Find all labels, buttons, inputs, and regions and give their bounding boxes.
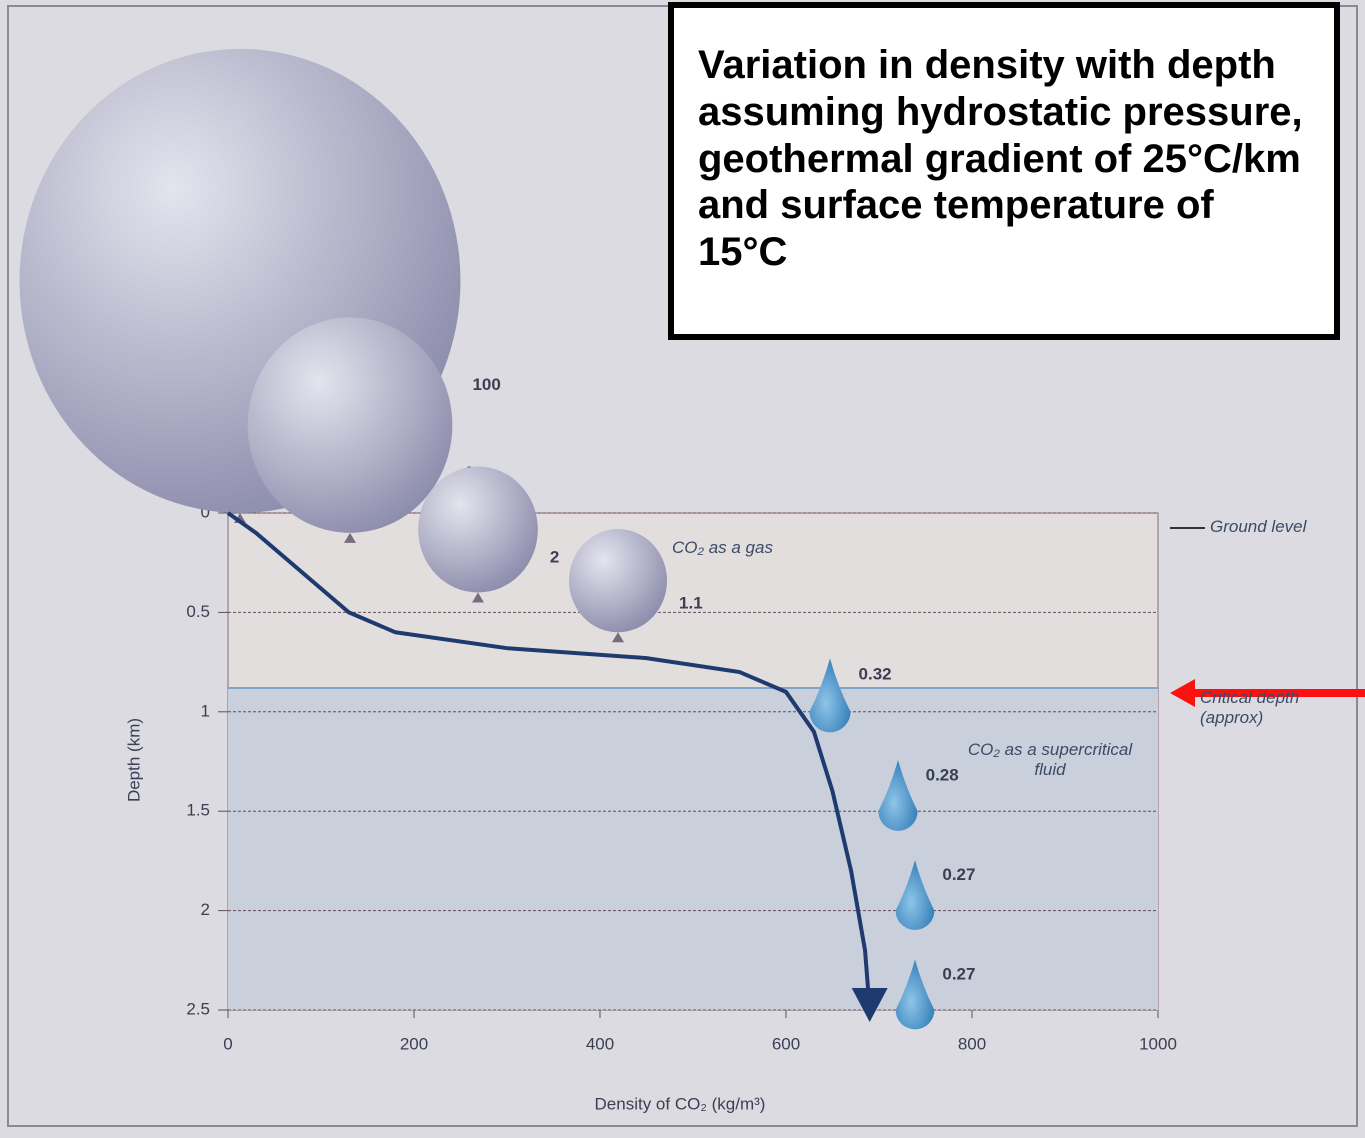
volume-label: 2	[550, 547, 559, 566]
balloon	[248, 317, 453, 532]
volume-label: 0.32	[859, 664, 892, 683]
volume-label: 0.28	[926, 765, 959, 784]
title-box: Variation in density with depth assuming…	[668, 2, 1340, 340]
x-axis-label: Density of CO₂ (kg/m³)	[595, 1094, 766, 1113]
x-tick-label: 600	[772, 1034, 800, 1053]
chart: Density of CO₂ (kg/m³) Depth (km) 0 0.5 1 1…	[0, 0, 1365, 1138]
y-tick-label: 0.5	[186, 602, 210, 621]
x-tick-label: 200	[400, 1034, 428, 1053]
critical-label: Critical depth (approx)	[1200, 688, 1360, 728]
gas-label: CO₂ as a gas	[672, 538, 773, 558]
supercritical-zone	[228, 688, 1158, 1010]
volume-label: 100	[472, 375, 500, 394]
balloon	[569, 529, 667, 632]
fluid-label: CO₂ as a supercritical fluid	[960, 740, 1140, 780]
balloon	[418, 467, 538, 593]
volume-label: 0.27	[942, 865, 975, 884]
y-tick-label: 1	[201, 701, 210, 720]
x-tick-label: 400	[586, 1034, 614, 1053]
volume-label: 0.27	[942, 965, 975, 984]
volume-label: 1.1	[679, 593, 703, 612]
y-axis-label: Depth (km)	[124, 718, 143, 802]
y-tick-label: 2	[201, 900, 210, 919]
x-tick-label: 800	[958, 1034, 986, 1053]
y-tick-label: 2.5	[186, 999, 210, 1018]
y-tick-label: 1.5	[186, 801, 210, 820]
ground-label: Ground level	[1210, 517, 1306, 537]
x-tick-label: 1000	[1139, 1034, 1177, 1053]
critical-arrowhead	[1170, 679, 1195, 707]
x-tick-label: 0	[223, 1034, 232, 1053]
